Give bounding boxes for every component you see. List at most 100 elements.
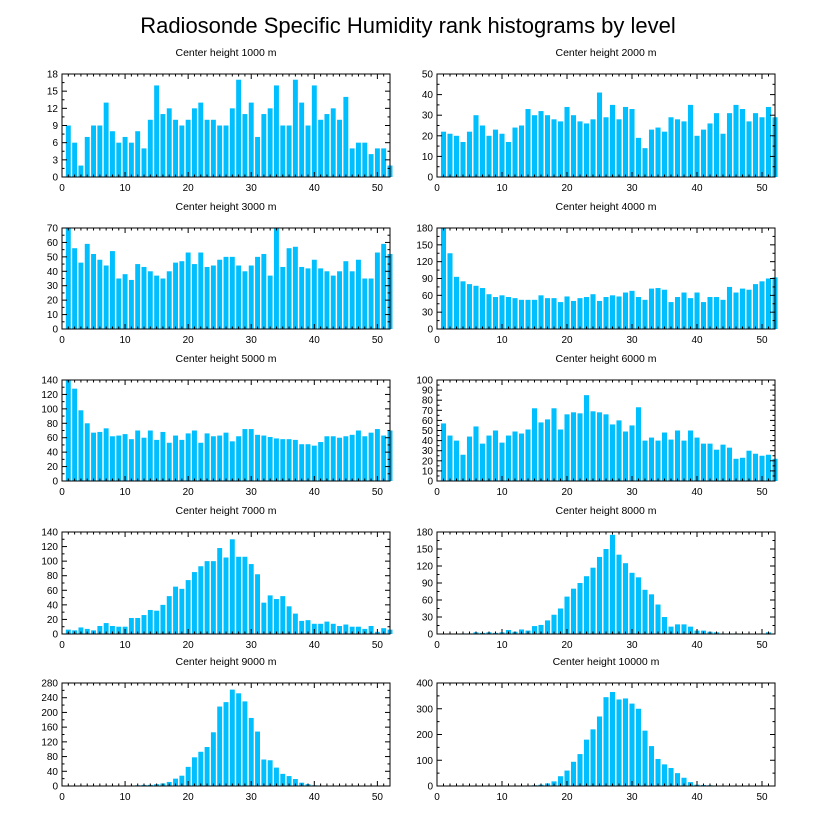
bar xyxy=(674,119,681,177)
bar xyxy=(147,609,153,634)
bar xyxy=(453,440,460,481)
y-tick-label: 40 xyxy=(47,267,59,278)
bar xyxy=(65,228,71,329)
bar xyxy=(609,424,616,481)
bar xyxy=(655,127,661,177)
y-tick-label: 50 xyxy=(47,252,59,263)
y-tick-label: 100 xyxy=(41,557,58,568)
bar xyxy=(78,165,84,177)
x-tick-label: 30 xyxy=(626,792,638,803)
x-tick-label: 20 xyxy=(561,640,573,651)
bar xyxy=(616,699,622,786)
bar xyxy=(217,435,223,481)
y-tick-label: 6 xyxy=(52,138,58,149)
bar xyxy=(204,266,210,329)
bar xyxy=(305,125,311,177)
bar xyxy=(78,262,84,329)
bar xyxy=(337,625,342,634)
bar xyxy=(349,434,355,481)
bar xyxy=(564,596,570,634)
x-tick-label: 20 xyxy=(183,487,195,498)
x-tick-label: 30 xyxy=(626,487,638,498)
bar xyxy=(661,289,668,329)
bar xyxy=(707,297,713,329)
bar xyxy=(356,626,361,634)
x-tick-label: 20 xyxy=(183,335,195,346)
bar xyxy=(609,104,616,177)
bar xyxy=(84,136,90,177)
bar xyxy=(78,627,84,634)
bar xyxy=(147,430,153,481)
bar xyxy=(255,574,260,634)
y-tick-label: 80 xyxy=(47,752,59,763)
chart-panel: Center height 1000 m 0 10 20 30 40 50 0 3 6 9 12 15 1… xyxy=(47,47,393,194)
bar xyxy=(466,436,473,481)
bar xyxy=(236,693,242,786)
bar xyxy=(267,108,273,177)
bar xyxy=(337,437,342,481)
x-tick-label: 50 xyxy=(756,487,768,498)
bar xyxy=(330,436,336,481)
bar xyxy=(440,228,447,329)
bar xyxy=(466,284,473,329)
bar xyxy=(198,751,204,786)
bar xyxy=(110,131,115,177)
x-tick-label: 10 xyxy=(120,792,132,803)
bar xyxy=(642,730,648,786)
bar xyxy=(91,432,96,481)
y-tick-label: 0 xyxy=(52,782,58,793)
bar xyxy=(362,436,368,481)
bar xyxy=(564,296,570,329)
bar xyxy=(648,129,655,177)
panels-group: Center height 1000 m0 10 20 30 40 50036912151… xyxy=(41,47,778,803)
bar xyxy=(343,624,349,634)
bar xyxy=(192,757,197,786)
bar xyxy=(242,701,248,786)
bar xyxy=(91,253,96,329)
bar xyxy=(713,113,720,177)
bar xyxy=(381,435,387,481)
bar xyxy=(648,288,655,329)
bar xyxy=(577,754,583,786)
bar xyxy=(116,142,122,177)
bar xyxy=(173,586,178,634)
bar xyxy=(505,297,512,329)
bar xyxy=(173,778,178,786)
x-tick-label: 50 xyxy=(756,640,768,651)
bar xyxy=(460,141,466,177)
bar xyxy=(337,271,342,329)
bar xyxy=(759,117,765,177)
bar xyxy=(577,413,583,481)
bar xyxy=(655,604,661,634)
y-tick-label: 20 xyxy=(422,456,434,467)
bar xyxy=(103,428,109,481)
bar xyxy=(141,437,147,481)
bar xyxy=(707,443,713,481)
bar xyxy=(318,442,324,481)
bar xyxy=(590,294,596,329)
y-tick-label: 9 xyxy=(52,121,58,132)
bar xyxy=(305,620,311,634)
bar xyxy=(286,606,292,634)
bar xyxy=(765,278,772,329)
y-tick-label: 30 xyxy=(422,446,434,457)
y-tick-label: 40 xyxy=(422,436,434,447)
bar xyxy=(229,256,235,329)
bar xyxy=(349,626,355,634)
y-tick-label: 120 xyxy=(416,257,433,268)
bar xyxy=(198,102,204,177)
y-tick-label: 50 xyxy=(422,426,434,437)
bar xyxy=(179,439,185,481)
bar xyxy=(577,298,583,329)
x-tick-label: 0 xyxy=(59,335,65,346)
bar xyxy=(267,436,273,481)
bar xyxy=(538,111,544,177)
chart-panel: Center height 4000 m 0 10 20 30 40 50 0 30 60 90 12… xyxy=(416,201,778,346)
bar xyxy=(128,279,134,329)
x-tick-label: 10 xyxy=(496,487,508,498)
bar xyxy=(173,119,178,177)
bar xyxy=(700,129,707,177)
x-tick-label: 10 xyxy=(496,640,508,651)
bar xyxy=(674,297,681,329)
bar xyxy=(557,429,564,481)
